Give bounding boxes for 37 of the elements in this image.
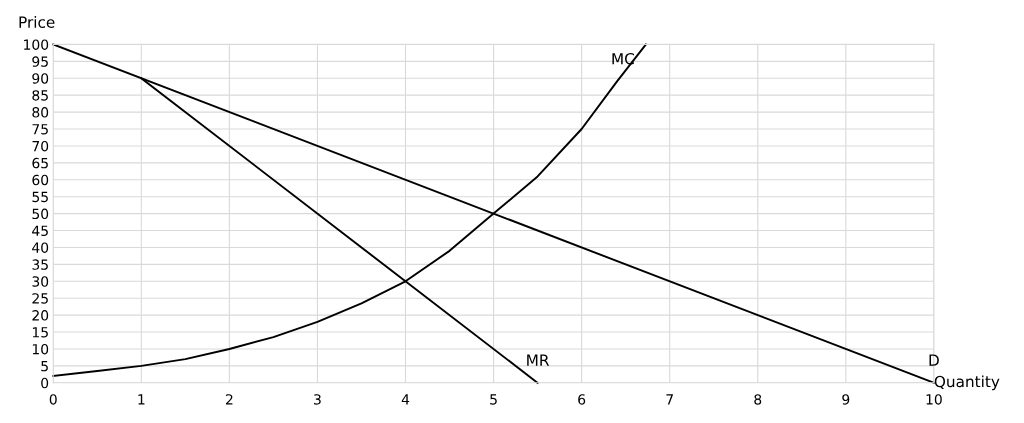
y-tick-label: 50 (32, 208, 49, 220)
y-tick-label: 60 (32, 174, 49, 186)
series-label: MC (612, 53, 634, 65)
y-tick-label: 100 (24, 39, 49, 50)
x-tick-label: 10 (926, 394, 942, 405)
y-tick-label: 5 (41, 361, 48, 372)
x-tick-label: 6 (578, 394, 586, 405)
y-tick-label: 40 (32, 242, 49, 253)
x-tick-label: 9 (842, 394, 850, 405)
x-tick-label: 3 (314, 394, 321, 405)
y-tick-label: 45 (32, 225, 48, 237)
y-axis-title: Price (19, 16, 55, 28)
x-axis-title: Quantity (934, 375, 1000, 391)
x-tick-label: 5 (490, 394, 497, 405)
series-label: MR (527, 354, 550, 366)
y-tick-label: 80 (32, 107, 49, 118)
series-label: D (929, 354, 939, 366)
y-tick-label: 90 (32, 73, 49, 84)
y-tick-label: 15 (32, 327, 48, 338)
y-tick-label: 70 (32, 140, 49, 152)
y-tick-label: 35 (32, 259, 48, 270)
y-tick-label: 55 (32, 191, 48, 203)
y-tick-label: 30 (32, 276, 49, 287)
y-tick-label: 20 (32, 310, 49, 321)
y-tick-label: 25 (32, 293, 48, 304)
y-tick-label: 10 (32, 343, 49, 355)
x-tick-label: 4 (401, 394, 410, 405)
x-tick-label: 0 (49, 394, 57, 405)
y-tick-label: 75 (32, 124, 48, 135)
x-tick-label: 7 (666, 394, 673, 405)
y-tick-label: 95 (32, 56, 48, 67)
x-tick-label: 1 (138, 394, 145, 405)
y-tick-label: 65 (32, 157, 48, 169)
x-tick-label: 8 (754, 394, 762, 405)
y-tick-label: 0 (41, 377, 49, 389)
x-tick-label: 2 (225, 394, 233, 405)
y-tick-label: 85 (32, 90, 48, 101)
